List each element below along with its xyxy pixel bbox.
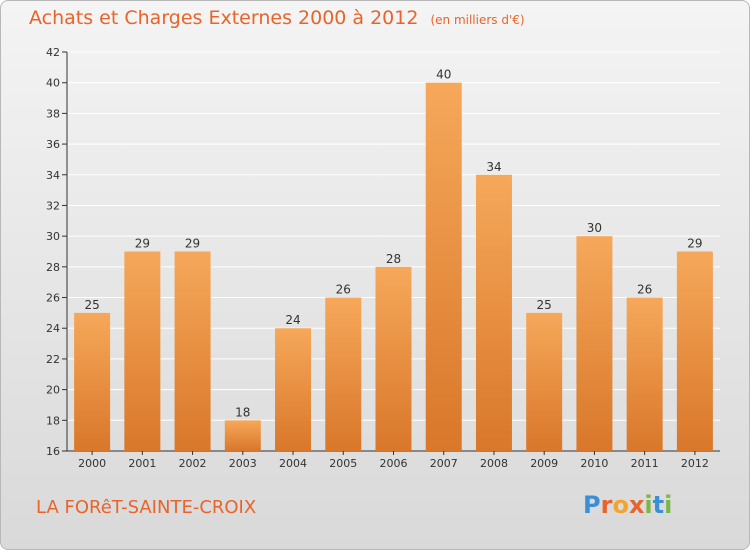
x-tick-label: 2000 (78, 457, 106, 470)
y-tick-label: 40 (46, 77, 60, 90)
y-tick-label: 26 (46, 292, 60, 305)
bar-value-label: 24 (285, 313, 300, 327)
logo-letter: i (644, 491, 653, 519)
logo-letter: r (600, 491, 613, 519)
x-tick-label: 2006 (380, 457, 408, 470)
logo-letter: P (583, 491, 601, 519)
logo-letter: t (652, 491, 665, 519)
bar-value-label: 28 (386, 252, 401, 266)
y-tick-label: 24 (46, 322, 60, 335)
bar (275, 328, 312, 451)
y-tick-label: 18 (46, 414, 60, 427)
x-tick-label: 2003 (229, 457, 257, 470)
bar-value-label: 30 (587, 221, 602, 235)
bar (325, 297, 362, 451)
bar-value-label: 29 (135, 237, 150, 251)
bar-value-label: 34 (486, 160, 501, 174)
chart-title-text: Achats et Charges Externes 2000 à 2012 (29, 7, 419, 29)
bar-value-label: 25 (84, 298, 99, 312)
x-tick-label: 2001 (128, 457, 156, 470)
logo-letter: x (628, 491, 645, 519)
x-tick-label: 2008 (480, 457, 508, 470)
commune-name: LA FORêT-SAINTE-CROIX (36, 497, 257, 518)
bar (224, 420, 261, 451)
chart-title: Achats et Charges Externes 2000 à 2012 (e… (29, 7, 525, 29)
bar-value-label: 29 (687, 237, 702, 251)
y-tick-label: 16 (46, 445, 60, 458)
bar-value-label: 25 (537, 298, 552, 312)
x-tick-label: 2002 (179, 457, 207, 470)
x-tick-label: 2005 (329, 457, 357, 470)
y-tick-label: 20 (46, 384, 60, 397)
bar (526, 312, 563, 451)
bar (425, 82, 462, 451)
y-tick-label: 34 (46, 169, 60, 182)
x-tick-label: 2012 (681, 457, 709, 470)
bar (375, 266, 412, 451)
bar (124, 251, 161, 451)
bar-value-label: 26 (336, 283, 351, 297)
y-tick-label: 42 (46, 46, 60, 59)
x-tick-label: 2007 (430, 457, 458, 470)
y-tick-label: 28 (46, 261, 60, 274)
y-tick-label: 36 (46, 138, 60, 151)
bar (74, 312, 111, 451)
y-tick-label: 22 (46, 353, 60, 366)
bar (626, 297, 663, 451)
bar (174, 251, 211, 451)
x-tick-label: 2009 (530, 457, 558, 470)
bar (576, 236, 613, 451)
proxiti-logo: Proxiti (583, 491, 672, 519)
x-tick-label: 2004 (279, 457, 307, 470)
x-tick-label: 2011 (631, 457, 659, 470)
logo-letter: o (612, 491, 629, 519)
bar-value-label: 40 (436, 68, 451, 82)
bar-value-label: 29 (185, 237, 200, 251)
y-tick-label: 32 (46, 199, 60, 212)
y-tick-label: 30 (46, 230, 60, 243)
logo-letter: i (664, 491, 673, 519)
bar (676, 251, 713, 451)
bar (475, 174, 512, 451)
bar-value-label: 26 (637, 283, 652, 297)
chart-unit: (en milliers d'€) (430, 13, 525, 27)
bar-value-label: 18 (235, 405, 250, 419)
y-tick-label: 38 (46, 107, 60, 120)
x-tick-label: 2010 (580, 457, 608, 470)
